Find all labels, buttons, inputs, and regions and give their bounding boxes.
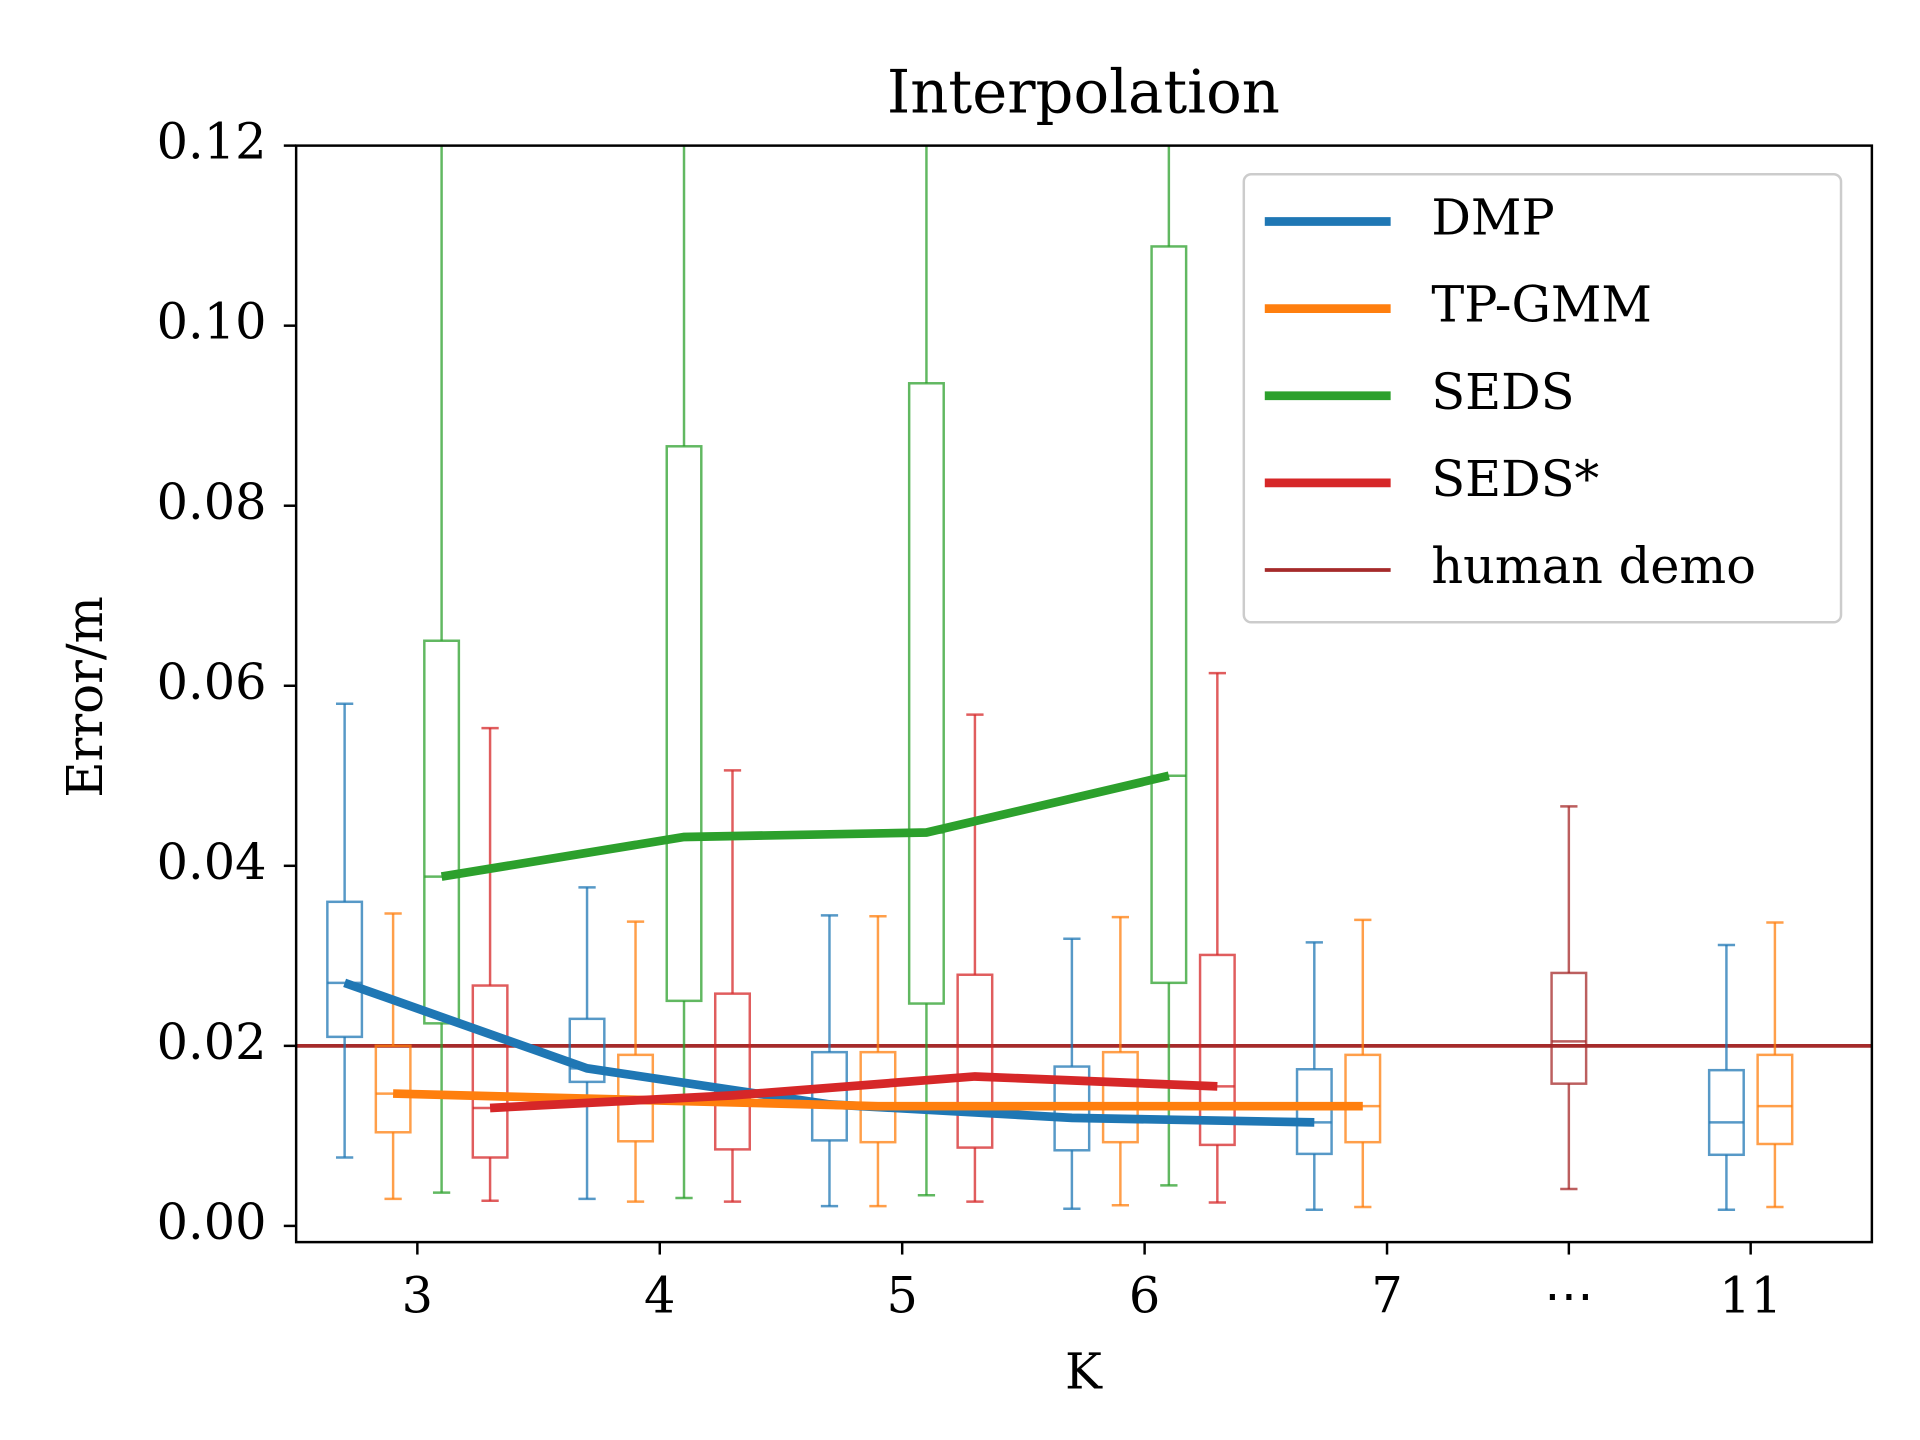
box (1198, 953, 1236, 1147)
box (1344, 1053, 1382, 1144)
x-tick-label: ⋯ (1544, 1266, 1593, 1324)
box (1295, 1068, 1333, 1156)
box (665, 445, 703, 1003)
legend-label: SEDS (1431, 363, 1574, 421)
box (713, 992, 752, 1151)
plot-frame (294, 144, 1874, 1244)
y-tick-label: 0.12 (157, 112, 267, 170)
x-tick-label: 4 (644, 1266, 675, 1324)
box (423, 639, 461, 1025)
legend: DMP TP-GMM SEDS SEDS* human demo (1242, 172, 1843, 624)
x-tick-label: 11 (1719, 1266, 1782, 1324)
box (1101, 1050, 1139, 1144)
y-tick-label: 0.08 (157, 473, 267, 531)
chart-title: Interpolation (887, 58, 1280, 127)
y-tick-label: 0.06 (157, 653, 267, 711)
plot-area (296, 145, 1872, 1211)
y-tick-label: 0.04 (157, 833, 267, 891)
median-line (393, 1089, 1363, 1111)
x-tick-label: 5 (886, 1266, 917, 1324)
x-tick-label: 7 (1371, 1266, 1402, 1324)
box (1707, 1068, 1745, 1157)
median-line (440, 771, 1170, 881)
box (326, 900, 364, 1039)
legend-label: DMP (1431, 188, 1554, 246)
y-tick-label: 0.10 (157, 293, 267, 351)
box (956, 973, 994, 1149)
box (568, 1017, 606, 1084)
box (907, 382, 945, 1005)
box (1150, 245, 1188, 985)
box (374, 1044, 412, 1134)
y-tick-label: 0.00 (157, 1193, 267, 1251)
box (1550, 971, 1588, 1085)
y-tick-label: 0.02 (157, 1013, 267, 1071)
box (810, 1050, 848, 1142)
legend-label: SEDS* (1431, 450, 1599, 508)
box (859, 1050, 897, 1144)
box (1756, 1053, 1794, 1146)
median-line (489, 1072, 1218, 1113)
y-axis-label: Error/m (56, 596, 114, 798)
x-axis-label: K (1065, 1342, 1103, 1400)
legend-label: TP-GMM (1431, 276, 1652, 334)
x-tick-label: 6 (1129, 1266, 1160, 1324)
box (471, 984, 509, 1159)
legend-frame (1242, 172, 1843, 624)
x-tick-label: 3 (402, 1266, 433, 1324)
legend-label: human demo (1431, 537, 1756, 595)
